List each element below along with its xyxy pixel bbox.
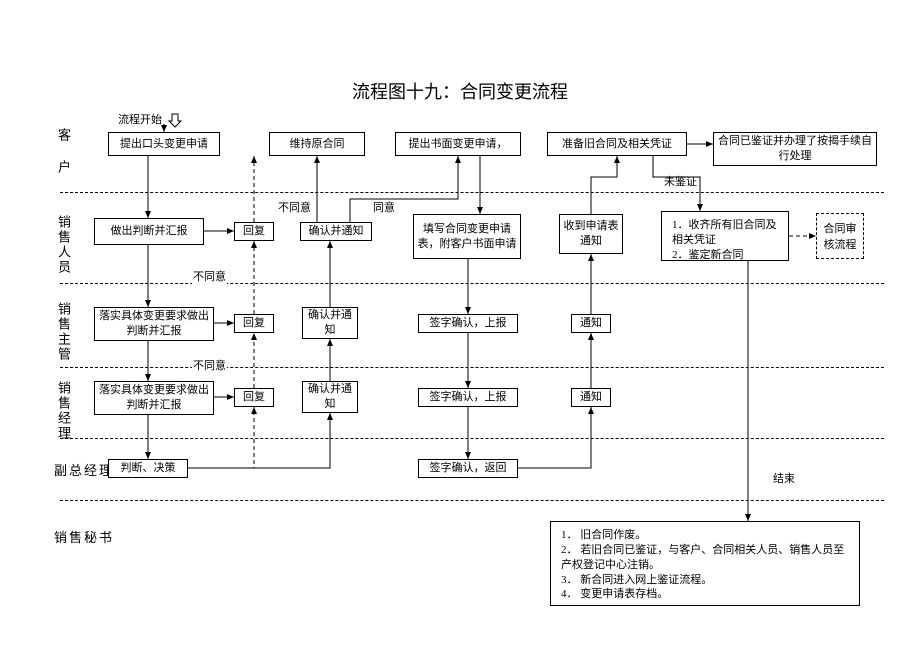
- end-label: 结束: [773, 470, 795, 486]
- node-n4: 准备旧合同及相关凭证: [547, 132, 687, 156]
- node-n22: 通知: [571, 388, 611, 407]
- node-n23: 判断、决策: [108, 459, 188, 478]
- node-n14: 回复: [234, 314, 274, 333]
- lane-sales-staff: 销售人员: [54, 215, 73, 275]
- lane-sep: [60, 283, 884, 284]
- node-n2: 维持原合同: [269, 132, 365, 156]
- node-n9: 填写合同变更申请表，附客户书面申请: [413, 214, 521, 259]
- edge-label: 未鉴证: [663, 173, 698, 189]
- node-n7: 回复: [234, 222, 274, 241]
- node-n18: 落实具体变更要求做出判断并汇报: [94, 381, 214, 415]
- node-n5: 合同已鉴证并办理了按揭手续自行处理: [713, 132, 877, 166]
- lane-sep: [60, 192, 884, 193]
- edge-label: 不同意: [192, 357, 227, 373]
- node-n19: 回复: [234, 388, 274, 407]
- node-n8: 确认并通知: [300, 222, 372, 241]
- lane-customer: 客 户: [54, 128, 73, 175]
- edge-label: 同意: [372, 199, 396, 215]
- edge-label: 不同意: [277, 199, 312, 215]
- node-n21: 签字确认，上报: [418, 388, 518, 407]
- lane-sep: [60, 438, 884, 439]
- lane-sales-super: 销售主管: [54, 302, 73, 362]
- lane-secretary: 销售秘书: [54, 527, 114, 546]
- lane-sep: [60, 500, 884, 501]
- node-n3: 提出书面变更申请，: [395, 132, 521, 156]
- node-n1: 提出口头变更申请: [108, 132, 220, 156]
- flowchart-canvas: { "diagram": { "type": "flowchart", "tit…: [0, 0, 920, 651]
- node-n25: 1． 旧合同作废。 2． 若旧合同已鉴证，与客户、合同相关人员、销售人员至产权登…: [550, 521, 860, 606]
- node-n11: 1．收齐所有旧合同及相关凭证 2．鉴定新合同: [661, 211, 789, 261]
- lane-vp: 副总经理: [54, 460, 114, 479]
- node-n24: 签字确认，返回: [418, 459, 518, 478]
- node-n6: 做出判断并汇报: [94, 218, 204, 245]
- node-n13: 落实具体变更要求做出判断并汇报: [94, 307, 214, 341]
- start-label: 流程开始: [118, 111, 162, 127]
- node-n10: 收到申请表通知: [559, 214, 623, 254]
- node-n16: 签字确认，上报: [418, 314, 518, 333]
- lane-sep: [60, 367, 884, 368]
- edge-label: 不同意: [192, 268, 227, 284]
- node-n20: 确认并通知: [302, 381, 358, 413]
- node-n12: 合同审核流程: [816, 213, 864, 259]
- lane-sales-mgr: 销售经理: [54, 381, 73, 441]
- diagram-title: 流程图十九：合同变更流程: [0, 78, 920, 104]
- node-n15: 确认并通知: [302, 307, 358, 339]
- node-n17: 通知: [571, 314, 611, 333]
